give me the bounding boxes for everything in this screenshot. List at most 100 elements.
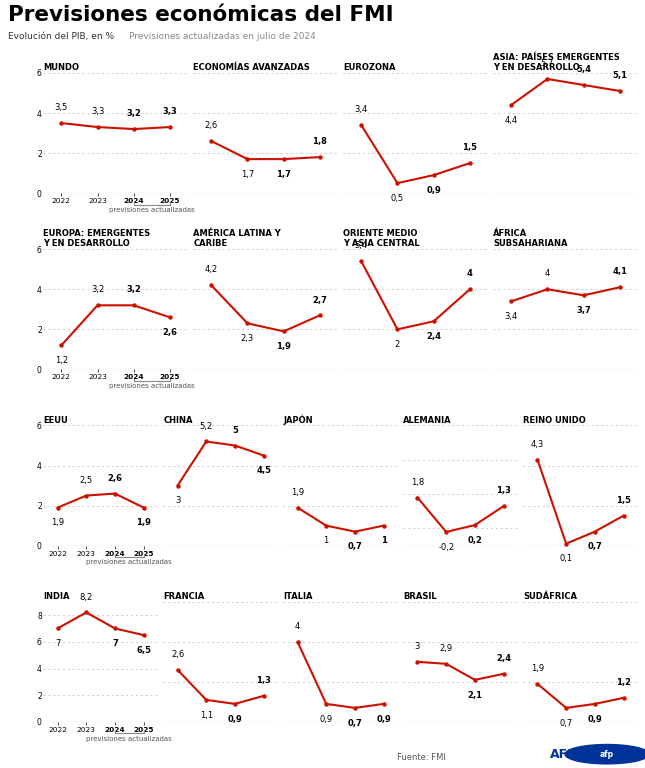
Text: 3,2: 3,2 [91,286,104,294]
Text: ÁFRICA
SUBSAHARIANA: ÁFRICA SUBSAHARIANA [493,229,568,248]
Text: 1: 1 [324,537,329,545]
Text: 1,3: 1,3 [256,676,271,685]
Text: ORIENTE MEDIO
Y ASIA CENTRAL: ORIENTE MEDIO Y ASIA CENTRAL [343,229,420,248]
Text: 0,9: 0,9 [588,715,602,723]
Text: 1,7: 1,7 [276,170,291,179]
Text: previsiones actualizadas: previsiones actualizadas [86,560,172,565]
Text: 2,4: 2,4 [496,654,511,663]
Text: 0,7: 0,7 [348,719,362,728]
Text: 7: 7 [112,639,118,648]
Text: 3: 3 [415,642,420,651]
Text: 2,6: 2,6 [204,121,218,131]
Text: 0,7: 0,7 [559,719,573,728]
Text: 1,8: 1,8 [312,137,327,146]
Text: ECONOMÍAS AVANZADAS: ECONOMÍAS AVANZADAS [194,63,310,72]
Text: 0,2: 0,2 [468,536,482,545]
Text: 2,5: 2,5 [80,475,93,485]
Text: 0,1: 0,1 [560,554,573,564]
Text: 1,9: 1,9 [291,488,304,497]
Text: CHINA: CHINA [163,415,193,425]
Text: 1,1: 1,1 [200,710,213,720]
Text: EUROPA: EMERGENTES
Y EN DESARROLLO: EUROPA: EMERGENTES Y EN DESARROLLO [43,229,150,248]
Text: 0,9: 0,9 [320,715,333,723]
Text: 2,4: 2,4 [426,332,441,341]
Text: INDIA: INDIA [43,592,70,601]
Text: 4,5: 4,5 [256,466,271,475]
Text: 0,5: 0,5 [391,194,404,203]
Text: 3,7: 3,7 [576,306,591,315]
Text: EUROZONA: EUROZONA [343,63,395,72]
Text: 4,4: 4,4 [504,116,518,125]
Text: afp: afp [600,750,614,759]
Text: 2,3: 2,3 [241,334,254,343]
Text: 2,1: 2,1 [468,690,482,700]
Text: 5,1: 5,1 [612,71,628,80]
Text: 4,2: 4,2 [204,266,218,274]
Text: 7: 7 [55,639,60,648]
Text: ITALIA: ITALIA [283,592,313,601]
Text: 1: 1 [381,537,386,545]
Text: ASIA: PAÍSES EMERGENTES
Y EN DESARROLLO: ASIA: PAÍSES EMERGENTES Y EN DESARROLLO [493,53,620,72]
Text: 1,8: 1,8 [411,478,424,487]
Text: 5,2: 5,2 [200,422,213,431]
Text: 1,5: 1,5 [616,496,631,505]
Text: 3,3: 3,3 [163,108,177,116]
Text: 0,9: 0,9 [376,715,391,723]
Text: 1,9: 1,9 [51,518,64,528]
Text: 0,9: 0,9 [228,715,243,723]
Text: Evolución del PIB, en %: Evolución del PIB, en % [8,32,114,41]
Text: 2,6: 2,6 [108,474,123,483]
Text: Previsiones económicas del FMI: Previsiones económicas del FMI [8,5,393,25]
Text: Fuente: FMI: Fuente: FMI [397,753,446,763]
Text: 3: 3 [175,496,180,505]
Text: 4: 4 [545,270,550,279]
Text: 2,6: 2,6 [163,328,177,337]
Text: 3,3: 3,3 [91,108,104,116]
Text: 4,3: 4,3 [531,440,544,449]
Text: JAPÓN: JAPÓN [283,414,313,425]
Text: 1,9: 1,9 [136,518,151,528]
Text: 1,9: 1,9 [531,664,544,673]
Text: 5,7: 5,7 [541,59,554,68]
Text: AMÉRICA LATINA Y
CARIBE: AMÉRICA LATINA Y CARIBE [194,229,281,248]
Text: 2,7: 2,7 [312,296,327,304]
Text: 5: 5 [232,425,238,435]
Text: BRASIL: BRASIL [403,592,437,601]
Text: 5,4: 5,4 [355,241,368,250]
Text: 1,3: 1,3 [496,486,511,495]
Text: 3,5: 3,5 [55,103,68,112]
Text: FRANCIA: FRANCIA [163,592,204,601]
Text: 4: 4 [295,622,300,631]
Text: 2,6: 2,6 [171,650,184,659]
Text: 1,2: 1,2 [55,356,68,366]
Text: 3,4: 3,4 [355,105,368,114]
Text: Previsiones actualizadas en julio de 2024: Previsiones actualizadas en julio de 202… [129,32,316,41]
Text: AFP: AFP [550,748,577,761]
Text: 4: 4 [467,270,473,279]
Text: 3,2: 3,2 [126,109,141,118]
Text: MUNDO: MUNDO [43,63,79,72]
Text: 1,2: 1,2 [616,678,631,687]
Text: 0,7: 0,7 [588,542,602,551]
Text: REINO UNIDO: REINO UNIDO [523,415,586,425]
Text: 0,9: 0,9 [426,186,441,195]
Text: ALEMANIA: ALEMANIA [403,415,452,425]
Text: previsiones actualizadas: previsiones actualizadas [109,207,195,213]
Text: 1,5: 1,5 [462,144,477,152]
Text: 6,5: 6,5 [136,646,151,655]
Text: 0,7: 0,7 [348,542,362,551]
Text: 3,2: 3,2 [126,286,141,294]
Text: previsiones actualizadas: previsiones actualizadas [109,383,195,389]
Text: 3,4: 3,4 [504,312,518,321]
Text: -0,2: -0,2 [438,543,454,551]
Text: 8,2: 8,2 [79,593,93,601]
Text: EEUU: EEUU [43,415,68,425]
Circle shape [565,744,645,764]
Text: 2,9: 2,9 [440,644,453,653]
Text: 1,7: 1,7 [241,170,254,179]
Text: 5,4: 5,4 [576,65,591,74]
Text: 4,1: 4,1 [612,267,628,276]
Text: 1,9: 1,9 [276,343,291,351]
Text: SUDÁFRICA: SUDÁFRICA [523,592,577,601]
Text: 2: 2 [395,340,400,349]
